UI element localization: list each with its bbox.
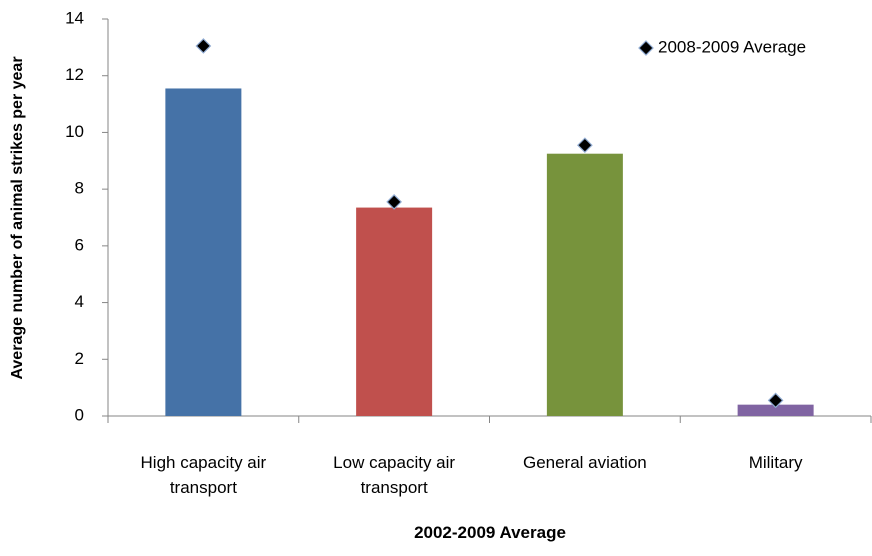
bar [546, 153, 623, 417]
y-tick-label: 2 [75, 349, 84, 368]
marker [577, 137, 593, 154]
marker [386, 194, 402, 210]
y-tick-label: 8 [75, 179, 84, 198]
y-tick-label: 6 [75, 235, 84, 254]
y-tick-label: 12 [65, 65, 84, 84]
y-tick-label: 4 [75, 292, 84, 311]
legend-label: 2008-2009 Average [658, 37, 806, 56]
y-tick-label: 10 [65, 122, 84, 141]
bar [737, 404, 814, 416]
x-tick-label: Low capacity air transport [333, 453, 456, 497]
marker [195, 38, 212, 54]
x-tick-label: General aviation [522, 453, 647, 472]
bar [356, 207, 433, 416]
x-axis-title: 2002-2009 Average [414, 523, 566, 542]
bar [165, 88, 242, 416]
marker [767, 392, 784, 409]
x-tick-label: High capacity air transport [140, 453, 267, 497]
y-tick-label: 14 [65, 8, 84, 27]
y-tick-label: 0 [75, 405, 84, 424]
legend-marker [638, 40, 654, 56]
y-axis-title: Average number of animal strikes per yea… [9, 56, 26, 379]
x-tick-label: Military [748, 453, 803, 472]
